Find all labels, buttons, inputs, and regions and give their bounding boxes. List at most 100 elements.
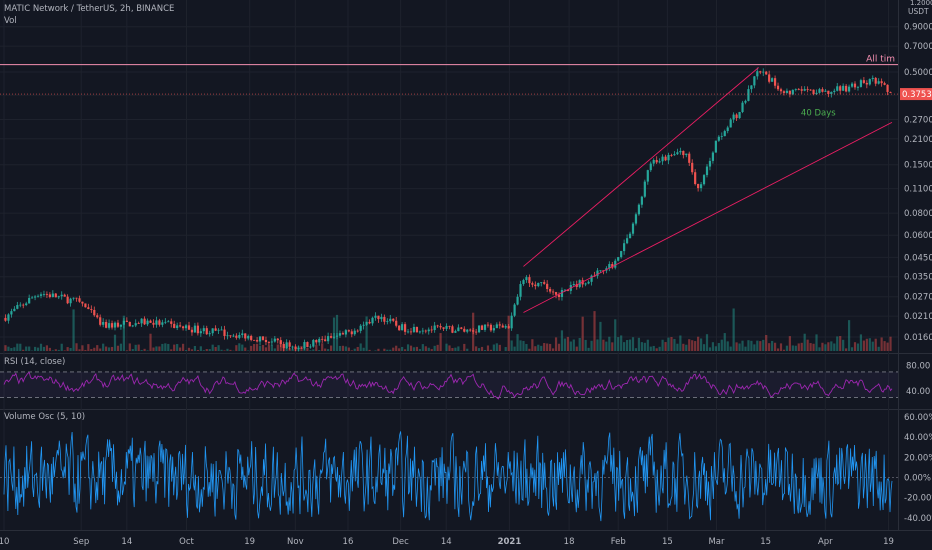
volume-bar — [368, 349, 371, 351]
candle — [60, 294, 63, 297]
volume-bar — [723, 333, 726, 351]
candle — [439, 326, 442, 328]
candle — [480, 325, 484, 330]
volume-bar — [845, 348, 848, 351]
candle — [705, 166, 709, 176]
candle — [31, 297, 34, 299]
volume-bar — [821, 342, 824, 351]
candle — [495, 324, 498, 329]
candle — [329, 336, 333, 338]
candle — [223, 329, 226, 336]
volume-bar — [247, 350, 250, 351]
candle — [291, 346, 294, 348]
candle — [226, 335, 229, 337]
volume-bar — [498, 344, 501, 351]
candle — [694, 172, 697, 185]
candle — [102, 322, 105, 325]
volume-bar — [540, 345, 543, 351]
volume-bar — [623, 342, 626, 351]
volume-bar — [409, 345, 413, 351]
candle — [454, 331, 457, 333]
candle — [270, 341, 273, 343]
volume-bar — [614, 319, 617, 351]
volume-bar — [637, 337, 641, 351]
candle — [433, 325, 436, 331]
candle — [69, 298, 72, 304]
candle — [436, 325, 439, 327]
candle — [537, 282, 540, 287]
volume-bar — [785, 345, 789, 351]
candle — [637, 204, 641, 215]
candle — [229, 335, 232, 337]
volume-bar — [744, 346, 747, 351]
candle — [403, 324, 407, 332]
candle — [409, 331, 413, 333]
candle — [815, 92, 818, 95]
volume-bar — [244, 347, 247, 351]
volume-bar — [486, 345, 490, 351]
candle — [847, 86, 851, 92]
volume-bar — [815, 334, 818, 351]
volume-bar — [161, 343, 164, 351]
candle — [877, 81, 880, 84]
volume-bar — [836, 336, 839, 351]
candle — [836, 86, 839, 91]
volume-bar — [578, 337, 581, 351]
volume-bar — [329, 345, 333, 351]
candle — [738, 112, 741, 119]
time-tick-label: 16 — [343, 537, 354, 547]
candle — [809, 89, 812, 91]
volume-bar — [652, 345, 655, 351]
candle — [655, 159, 658, 163]
candle — [430, 329, 433, 331]
volume-bar — [19, 343, 22, 351]
volume-bar — [611, 342, 614, 351]
candle — [161, 322, 164, 325]
candle — [643, 181, 646, 197]
candle — [540, 282, 543, 283]
volume-bar — [560, 330, 564, 351]
volume-bar — [116, 345, 120, 351]
candle — [735, 114, 738, 119]
candle — [164, 321, 167, 323]
candle — [889, 91, 892, 93]
volume-bar — [10, 348, 13, 351]
volume-bar — [433, 345, 436, 351]
candle — [699, 184, 703, 189]
volume-bar — [803, 333, 806, 351]
volume-bar — [747, 340, 750, 351]
time-tick-label: Nov — [287, 537, 304, 547]
candle — [525, 277, 528, 281]
candle — [167, 321, 170, 323]
volume-bar — [321, 343, 324, 351]
candle — [557, 294, 561, 298]
candle — [389, 318, 392, 322]
candle — [356, 330, 359, 332]
candle — [803, 89, 806, 91]
time-tick-label: 18 — [564, 537, 575, 547]
candle — [306, 342, 309, 348]
candle — [179, 325, 182, 327]
volume-bar — [90, 349, 93, 351]
candle — [232, 335, 235, 337]
volume-bar — [697, 336, 700, 351]
candle — [445, 325, 448, 329]
volume-bar — [412, 347, 416, 351]
candle — [507, 326, 510, 329]
candle — [791, 89, 794, 95]
volume-bar — [217, 345, 220, 351]
volume-bar — [25, 346, 28, 351]
candle — [392, 318, 395, 321]
candle — [806, 89, 809, 90]
volume-bar — [270, 344, 273, 351]
candle — [714, 140, 717, 153]
volume-bar — [4, 345, 7, 351]
volume-bar — [492, 344, 495, 351]
candle — [679, 150, 682, 153]
volume-bar — [184, 350, 188, 351]
candle — [45, 294, 49, 295]
volume-bar — [110, 346, 114, 351]
volume-bar — [602, 339, 605, 351]
candle — [84, 303, 87, 308]
